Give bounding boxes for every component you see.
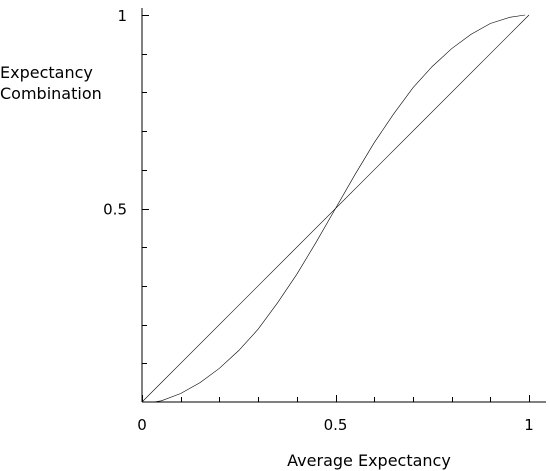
x-axis-title: Average Expectancy [287, 451, 451, 470]
x-tick-label: 1 [524, 416, 534, 434]
y-tick-label: 1 [117, 7, 127, 25]
y-axis-title-line-2: Combination [0, 84, 102, 103]
x-ticks [142, 395, 530, 402]
axes [141, 8, 546, 403]
x-tick-label: 0 [137, 416, 147, 434]
x-tick-label: 0.5 [324, 416, 348, 434]
series [141, 14, 530, 403]
y-ticks [142, 15, 149, 364]
y-axis-title-line-1: Expectancy [0, 63, 93, 82]
y-tick-label: 0.5 [103, 201, 127, 219]
y-tick-labels: 0.51 [103, 7, 127, 219]
series-line-2 [153, 14, 526, 403]
x-tick-labels: 0 0.5 1 [137, 416, 534, 434]
